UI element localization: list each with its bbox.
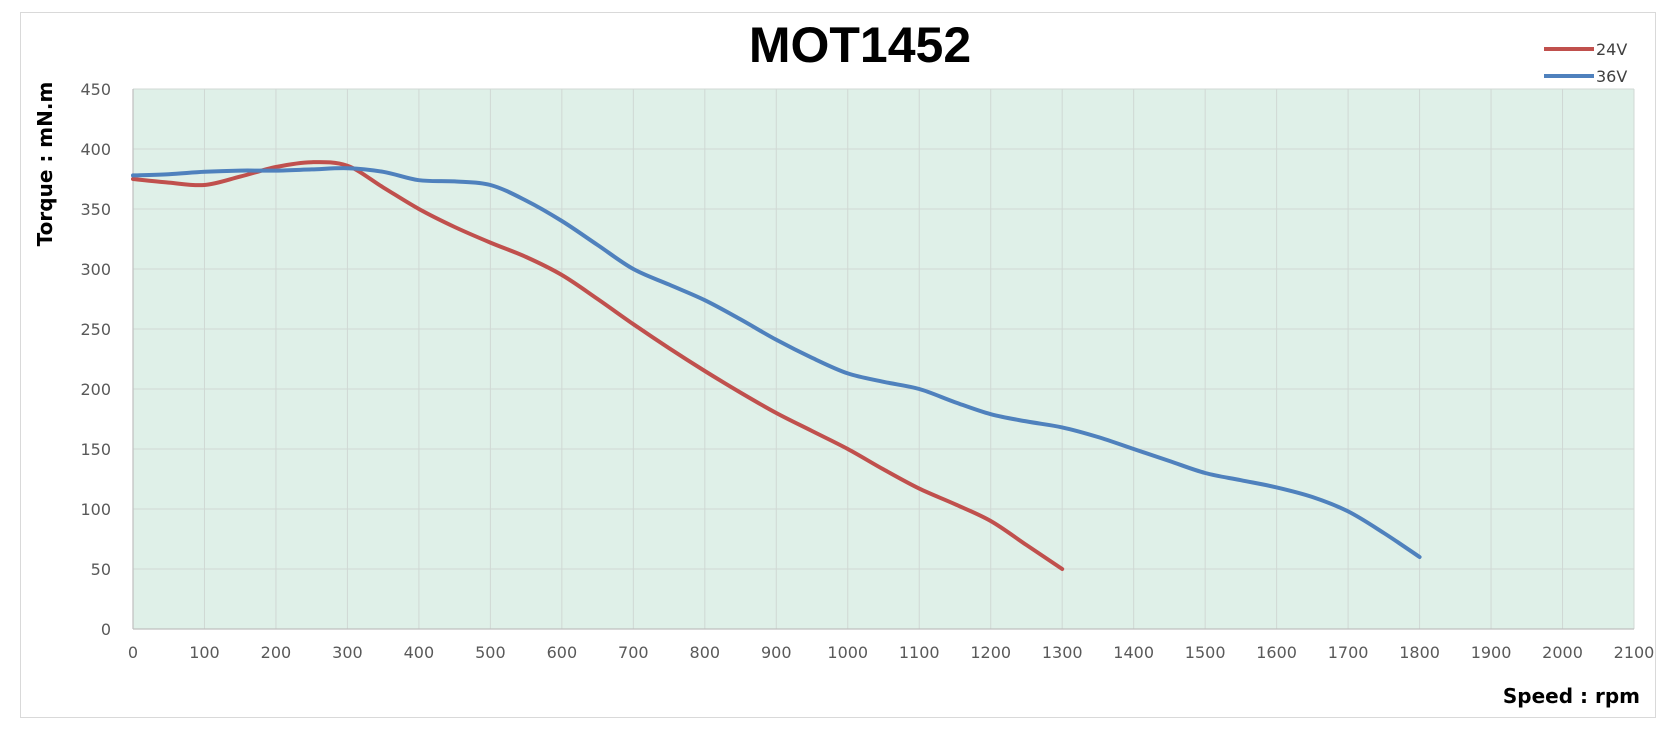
- y-tick-label: 300: [80, 260, 111, 279]
- x-tick-label: 1900: [1471, 643, 1512, 662]
- x-tick-label: 1600: [1256, 643, 1297, 662]
- y-tick-label: 450: [80, 80, 111, 99]
- y-tick-label: 50: [91, 560, 111, 579]
- y-tick-label: 0: [101, 620, 111, 639]
- y-tick-label: 150: [80, 440, 111, 459]
- y-tick-labels: 0 50 100 150 200 250 300 350 400 450: [80, 80, 111, 639]
- x-tick-label: 2100: [1614, 643, 1655, 662]
- x-tick-label: 1000: [827, 643, 868, 662]
- x-tick-label: 1800: [1399, 643, 1440, 662]
- x-tick-label: 100: [189, 643, 220, 662]
- legend-label-24V: 24V: [1596, 40, 1627, 59]
- y-tick-label: 400: [80, 140, 111, 159]
- x-tick-label: 2000: [1542, 643, 1583, 662]
- x-tick-label: 1400: [1113, 643, 1154, 662]
- x-tick-label: 900: [761, 643, 792, 662]
- x-axis-label: Speed : rpm: [1503, 684, 1640, 708]
- series-lines: [131, 160, 1422, 571]
- x-tick-label: 1300: [1042, 643, 1083, 662]
- x-tick-label: 1100: [899, 643, 940, 662]
- x-tick-labels: 0 100 200 300 400 500 600 700 800 900 1000 1100 1200…: [128, 643, 1654, 662]
- y-tick-label: 350: [80, 200, 111, 219]
- x-tick-label: 300: [332, 643, 363, 662]
- x-tick-label: 600: [547, 643, 578, 662]
- series-line-24V: [131, 160, 1065, 571]
- plot-area: [133, 89, 1634, 629]
- legend-label-36V: 36V: [1596, 67, 1627, 86]
- y-tick-label: 100: [80, 500, 111, 519]
- x-tick-label: 1200: [970, 643, 1011, 662]
- y-tick-label: 200: [80, 380, 111, 399]
- x-tick-label: 1700: [1328, 643, 1369, 662]
- x-tick-label: 700: [618, 643, 649, 662]
- grid: [133, 88, 1635, 629]
- chart-title: MOT1452: [749, 17, 971, 73]
- x-tick-label: 200: [261, 643, 292, 662]
- x-tick-label: 1500: [1185, 643, 1226, 662]
- x-tick-label: 500: [475, 643, 506, 662]
- x-tick-label: 0: [128, 643, 138, 662]
- series-line-36V: [131, 166, 1422, 559]
- y-tick-label: 250: [80, 320, 111, 339]
- y-axis-label: Torque : mN.m: [33, 82, 57, 247]
- x-tick-label: 400: [404, 643, 435, 662]
- x-tick-label: 800: [690, 643, 721, 662]
